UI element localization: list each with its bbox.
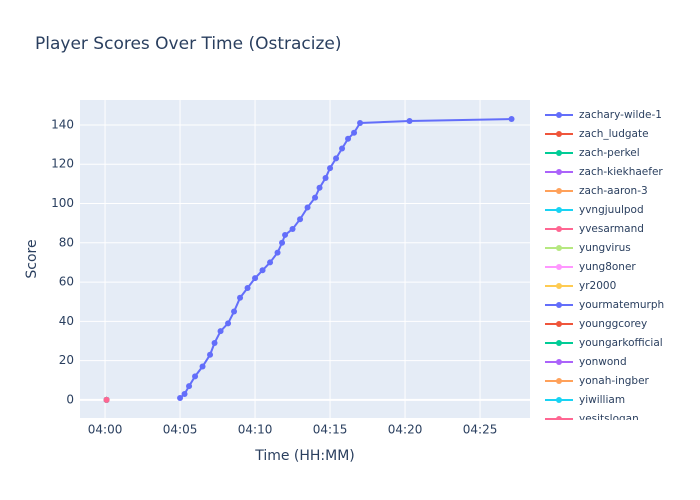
data-point xyxy=(244,284,251,291)
data-point xyxy=(267,259,274,266)
data-point xyxy=(225,320,232,327)
legend-label: yiwilliam xyxy=(579,394,625,406)
legend-label: yonah-ingber xyxy=(579,375,650,387)
data-point xyxy=(279,239,286,246)
data-point xyxy=(274,249,281,256)
legend-marker xyxy=(556,131,562,137)
y-axis-label: Score xyxy=(24,239,40,278)
legend-label: yesitslogan xyxy=(579,413,639,425)
y-tick-label: 100 xyxy=(51,196,74,210)
x-tick-label: 04:05 xyxy=(163,423,198,437)
legend-marker xyxy=(556,321,562,327)
legend-label: zach_ludgate xyxy=(579,128,649,140)
legend-label: yvesarmand xyxy=(579,223,644,235)
legend-label: yonwond xyxy=(579,356,627,368)
legend-marker xyxy=(556,264,562,270)
legend-marker xyxy=(556,188,562,194)
y-tick-label: 20 xyxy=(59,353,74,367)
data-point xyxy=(259,267,266,274)
legend-marker xyxy=(556,112,562,118)
data-point xyxy=(304,204,311,211)
data-point xyxy=(508,116,515,123)
legend-label: zach-aaron-3 xyxy=(579,185,648,197)
y-tick-label: 40 xyxy=(59,314,74,328)
legend-label: youngarkofficial xyxy=(579,337,663,349)
legend-marker xyxy=(556,416,562,420)
x-tick-label: 04:10 xyxy=(238,423,273,437)
y-tick-label: 0 xyxy=(66,392,74,406)
legend-marker xyxy=(556,226,562,232)
x-tick-label: 04:15 xyxy=(313,423,348,437)
data-point xyxy=(406,118,413,125)
x-tick-label: 04:00 xyxy=(88,423,123,437)
legend-marker xyxy=(556,150,562,156)
data-point xyxy=(237,294,244,301)
data-point xyxy=(103,396,110,403)
legend-marker xyxy=(556,340,562,346)
legend-label: yungvirus xyxy=(579,242,631,254)
legend-label: yourmatemurph xyxy=(579,299,664,311)
data-point xyxy=(282,231,289,238)
data-point xyxy=(345,135,352,142)
chart-title: Player Scores Over Time (Ostracize) xyxy=(35,34,342,54)
x-tick-label: 04:20 xyxy=(388,423,423,437)
legend-marker xyxy=(556,207,562,213)
data-point xyxy=(322,174,329,181)
data-point xyxy=(339,145,346,152)
data-point xyxy=(199,363,206,370)
data-point xyxy=(357,119,364,126)
x-axis-label: Time (HH:MM) xyxy=(254,448,355,464)
data-point xyxy=(351,129,358,136)
legend-label: yvngjuulpod xyxy=(579,204,644,216)
legend-label: yung8oner xyxy=(579,261,636,273)
legend-marker xyxy=(556,245,562,251)
legend-label: yr2000 xyxy=(579,280,616,292)
legend-label: zach-kiekhaefer xyxy=(579,166,663,178)
legend-label: younggcorey xyxy=(579,318,647,330)
data-point xyxy=(297,216,304,223)
data-point xyxy=(177,394,184,401)
data-point xyxy=(289,226,296,233)
plot-area xyxy=(80,100,530,418)
legend-marker xyxy=(556,359,562,365)
legend-marker xyxy=(556,302,562,308)
legend-marker xyxy=(556,397,562,403)
data-point xyxy=(207,351,214,358)
data-point xyxy=(186,383,193,390)
legend-marker xyxy=(556,169,562,175)
data-point xyxy=(181,391,188,398)
plot xyxy=(103,116,515,403)
y-tick-label: 140 xyxy=(51,117,74,131)
legend: zachary-wilde-1 zach_ludgate zach-perkel za… xyxy=(545,109,664,425)
data-point xyxy=(252,275,259,282)
grid: 0 20 40 60 80 100 120 140 04:00 04:05 04:10 04:15 04… xyxy=(51,100,530,437)
data-point xyxy=(217,328,224,335)
y-tick-label: 60 xyxy=(59,275,74,289)
y-tick-label: 80 xyxy=(59,235,74,249)
legend-label: zachary-wilde-1 xyxy=(579,109,662,121)
data-point xyxy=(192,373,199,380)
y-tick-label: 120 xyxy=(51,157,74,171)
data-point xyxy=(333,155,340,162)
legend-label: zach-perkel xyxy=(579,147,640,159)
legend-marker xyxy=(556,378,562,384)
data-point xyxy=(312,194,319,201)
legend-marker xyxy=(556,283,562,289)
x-tick-label: 04:25 xyxy=(463,423,498,437)
data-point xyxy=(211,339,218,346)
data-point xyxy=(327,165,334,172)
data-point xyxy=(231,308,238,315)
data-point xyxy=(316,184,323,191)
